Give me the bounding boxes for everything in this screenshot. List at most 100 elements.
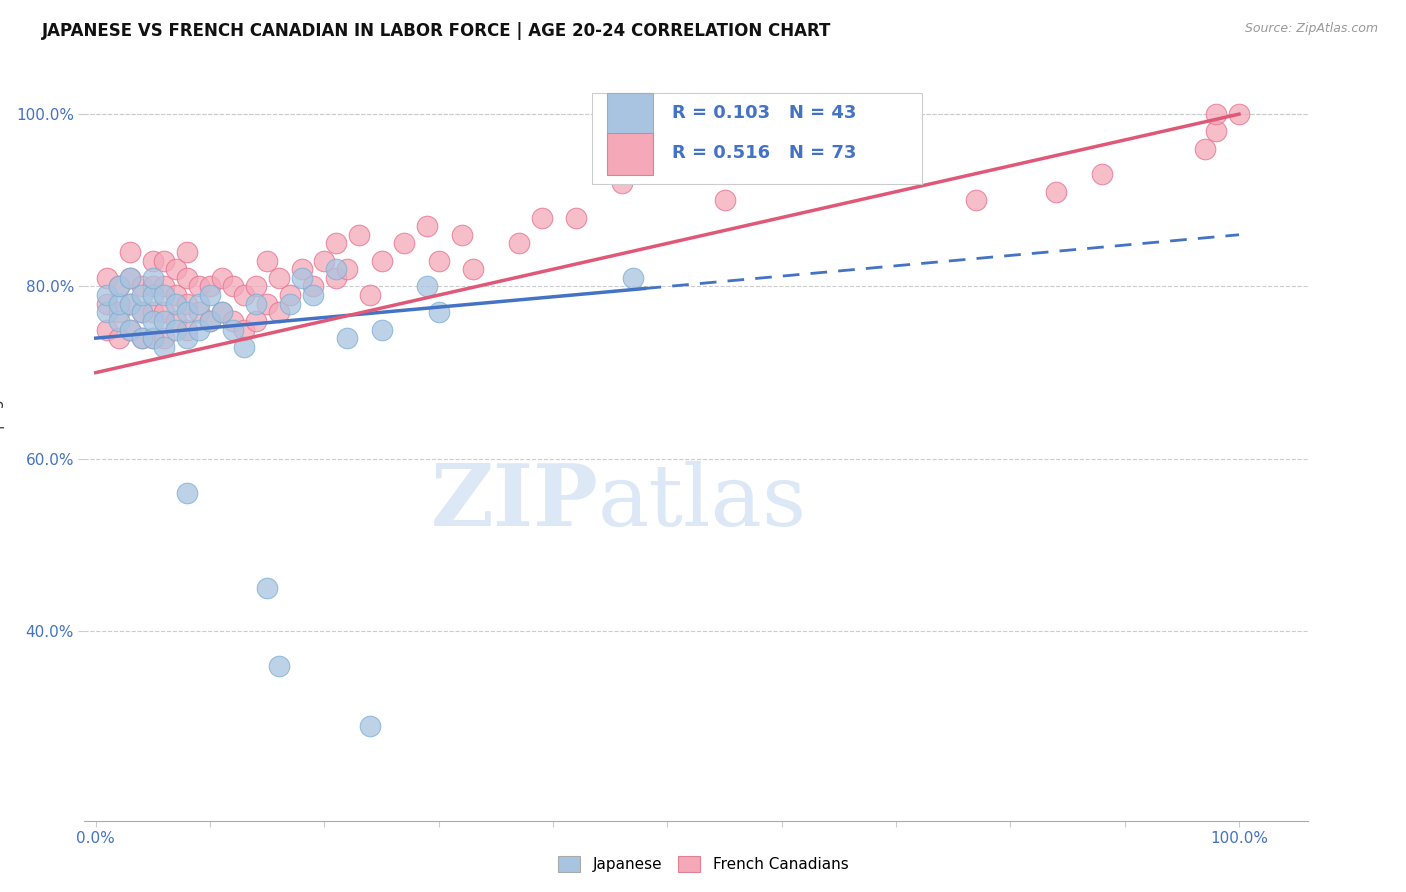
Point — [120, 270, 142, 285]
Point — [96, 305, 118, 319]
Point — [176, 245, 198, 260]
Text: R = 0.516   N = 73: R = 0.516 N = 73 — [672, 145, 856, 162]
Point — [427, 305, 450, 319]
Point — [325, 236, 347, 251]
Point — [256, 296, 278, 310]
Point — [142, 331, 165, 345]
Point — [793, 159, 815, 173]
Point — [610, 176, 633, 190]
Point — [107, 279, 129, 293]
Point — [211, 305, 233, 319]
Point — [325, 270, 347, 285]
Point — [278, 296, 301, 310]
Point — [176, 486, 198, 500]
Point — [131, 331, 153, 345]
Point — [131, 305, 153, 319]
Point — [508, 236, 530, 251]
Point — [176, 322, 198, 336]
Point — [107, 305, 129, 319]
Point — [153, 305, 176, 319]
Point — [256, 253, 278, 268]
Point — [1205, 124, 1227, 138]
Point — [370, 322, 392, 336]
Point — [142, 314, 165, 328]
Point — [153, 279, 176, 293]
Point — [267, 270, 290, 285]
Point — [131, 305, 153, 319]
Point — [461, 262, 484, 277]
Point — [965, 194, 987, 208]
Point — [131, 279, 153, 293]
Point — [142, 270, 165, 285]
Point — [336, 262, 359, 277]
Point — [142, 288, 165, 302]
Point — [165, 262, 187, 277]
Point — [621, 270, 644, 285]
Point — [233, 322, 256, 336]
Point — [96, 270, 118, 285]
Point — [153, 314, 176, 328]
Point — [120, 245, 142, 260]
Point — [187, 296, 209, 310]
Text: atlas: atlas — [598, 460, 807, 544]
Text: R = 0.103   N = 43: R = 0.103 N = 43 — [672, 104, 856, 122]
Point — [198, 314, 221, 328]
Point — [267, 658, 290, 673]
Point — [359, 288, 381, 302]
Point — [245, 296, 267, 310]
Point — [211, 305, 233, 319]
Point — [302, 279, 325, 293]
Point — [1045, 185, 1067, 199]
Point — [222, 322, 245, 336]
Point — [290, 262, 312, 277]
Point — [153, 340, 176, 354]
Point — [187, 322, 209, 336]
Point — [153, 288, 176, 302]
Point — [245, 314, 267, 328]
Point — [142, 331, 165, 345]
Point — [565, 211, 588, 225]
Point — [120, 296, 142, 310]
Point — [176, 270, 198, 285]
Point — [120, 296, 142, 310]
Point — [233, 340, 256, 354]
Point — [96, 322, 118, 336]
Point — [222, 314, 245, 328]
Point — [1194, 142, 1216, 156]
Point — [165, 322, 187, 336]
Point — [165, 288, 187, 302]
Point — [416, 279, 439, 293]
Text: Source: ZipAtlas.com: Source: ZipAtlas.com — [1244, 22, 1378, 36]
Point — [1227, 107, 1250, 121]
Text: ZIP: ZIP — [430, 460, 598, 544]
Point — [120, 322, 142, 336]
Point — [153, 331, 176, 345]
Point — [256, 581, 278, 595]
Point — [359, 719, 381, 733]
Point — [187, 279, 209, 293]
Point — [165, 296, 187, 310]
Point — [233, 288, 256, 302]
Point — [325, 262, 347, 277]
Point — [153, 253, 176, 268]
Point — [198, 314, 221, 328]
Point — [245, 279, 267, 293]
Point — [107, 331, 129, 345]
Point — [278, 288, 301, 302]
FancyBboxPatch shape — [606, 133, 654, 175]
Point — [336, 331, 359, 345]
Point — [370, 253, 392, 268]
Point — [142, 253, 165, 268]
Point — [427, 253, 450, 268]
Point — [176, 305, 198, 319]
Point — [302, 288, 325, 302]
Point — [187, 305, 209, 319]
Point — [176, 331, 198, 345]
Point — [96, 296, 118, 310]
Point — [394, 236, 416, 251]
Point — [120, 270, 142, 285]
Point — [198, 279, 221, 293]
Point — [176, 296, 198, 310]
Point — [96, 288, 118, 302]
Point — [1205, 107, 1227, 121]
